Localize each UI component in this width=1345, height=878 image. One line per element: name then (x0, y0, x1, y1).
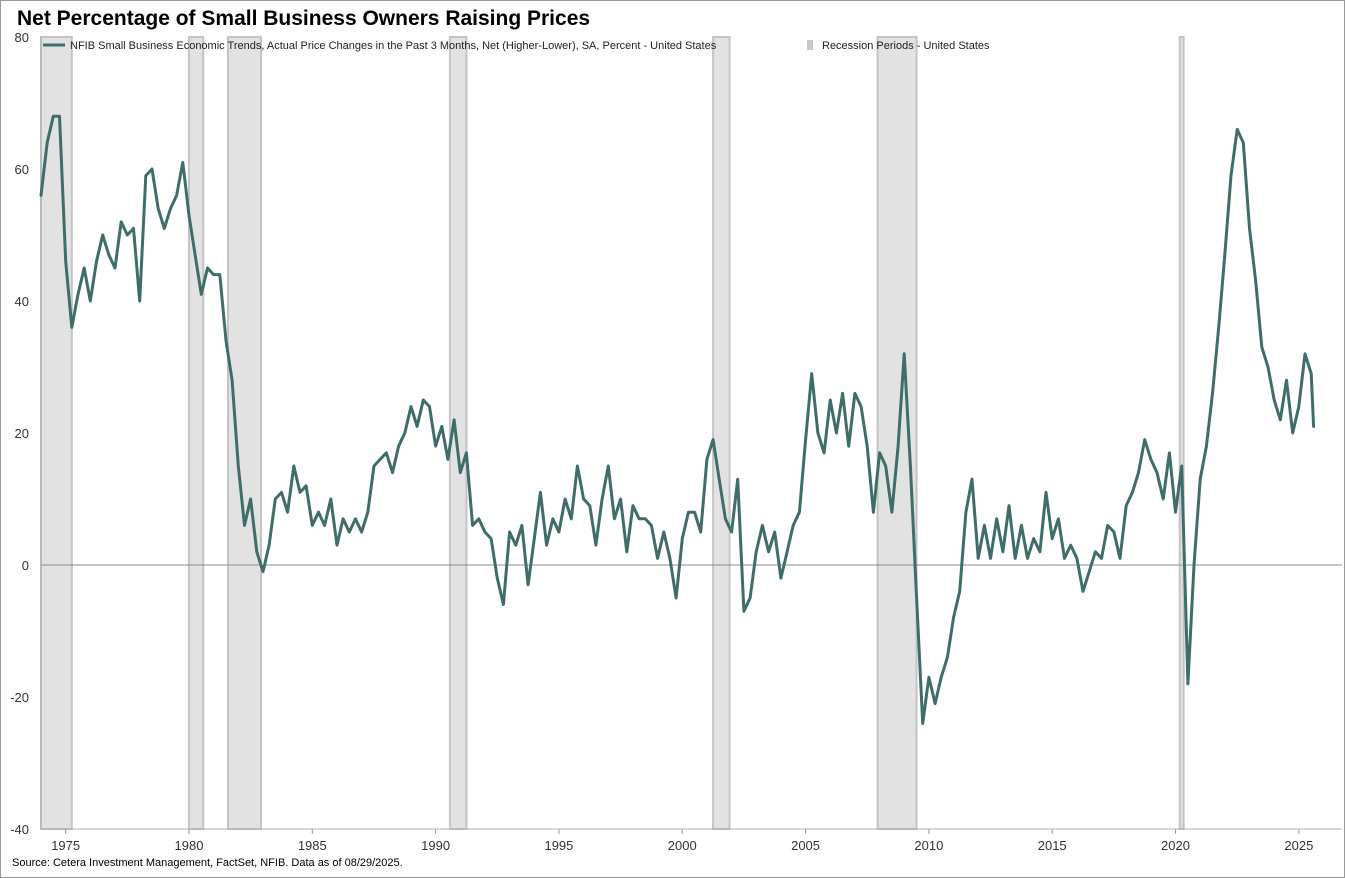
legend-recession-swatch (807, 40, 813, 50)
x-tick-label: 2025 (1284, 838, 1313, 853)
y-tick-label: -40 (10, 822, 29, 837)
series-layer (39, 114, 1316, 725)
recession-band (40, 36, 73, 830)
x-tick-label: 2010 (914, 838, 943, 853)
x-tick-label: 1985 (298, 838, 327, 853)
y-tick-label: 0 (22, 558, 29, 573)
source-note: Source: Cetera Investment Management, Fa… (12, 857, 403, 869)
x-tick-label: 1980 (175, 838, 204, 853)
x-tick-label: 1975 (51, 838, 80, 853)
chart-title: Net Percentage of Small Business Owners … (17, 7, 591, 30)
x-tick-label: 2000 (668, 838, 697, 853)
recession-band (876, 36, 918, 830)
legend-series-label: NFIB Small Business Economic Trends, Act… (70, 40, 717, 52)
recession-layer (40, 36, 1185, 830)
legend-recession-label: Recession Periods - United States (822, 40, 990, 52)
axes-layer: 80 60 40 20 0 -20 -40 1975 1980 1985 1990 1995 2000 2… (10, 30, 1342, 853)
recession-band (226, 36, 262, 830)
recession-band (1178, 36, 1185, 830)
x-tick-label: 2005 (791, 838, 820, 853)
recession-band (712, 36, 731, 830)
x-tick-label: 1995 (544, 838, 573, 853)
series-line (39, 114, 1316, 725)
x-tick-label: 2015 (1038, 838, 1067, 853)
x-tick-label: 2020 (1161, 838, 1190, 853)
y-tick-label: 20 (15, 426, 29, 441)
y-tick-label: 40 (15, 294, 29, 309)
recession-band (187, 36, 205, 830)
legend: NFIB Small Business Economic Trends, Act… (43, 40, 990, 52)
y-tick-label: 60 (15, 162, 29, 177)
y-tick-label: -20 (10, 690, 29, 705)
x-tick-label: 1990 (421, 838, 450, 853)
y-tick-label: 80 (15, 30, 29, 45)
